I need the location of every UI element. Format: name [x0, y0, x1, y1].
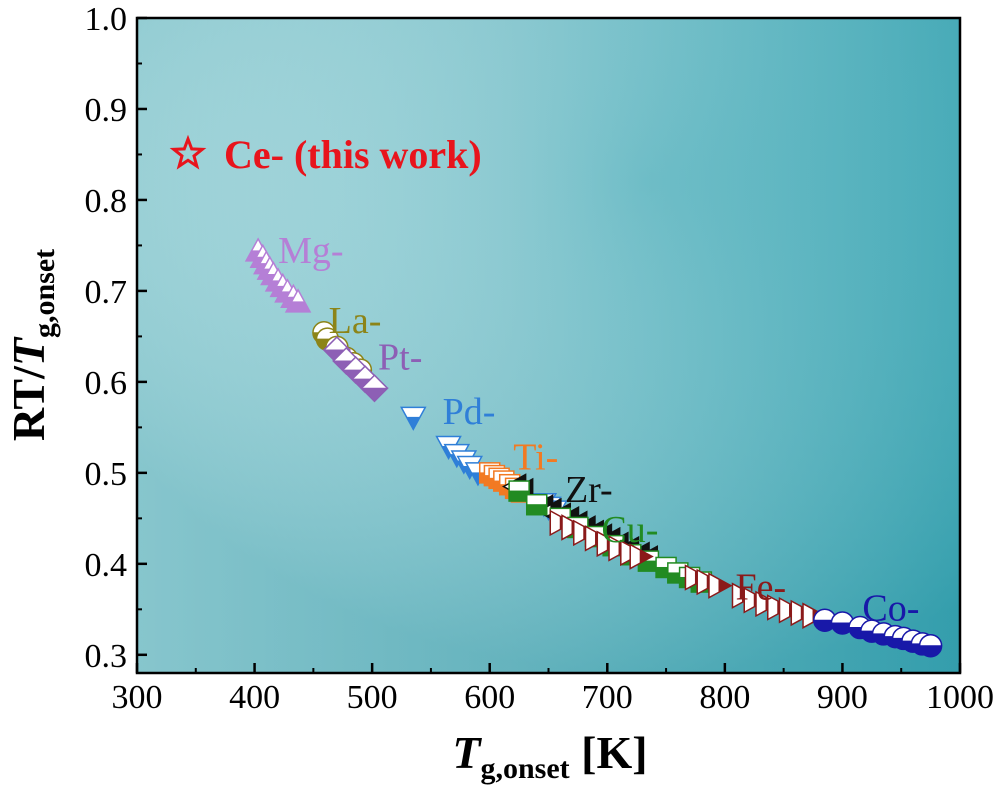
legend-this-work-label: Ce- (this work): [224, 132, 482, 177]
series-label-ti: Ti-: [513, 436, 558, 478]
y-tick-label: 0.5: [85, 456, 128, 493]
y-tick-label: 1.0: [85, 1, 128, 38]
this-work-legend: Ce- (this work): [169, 132, 482, 177]
point-cu: [525, 493, 548, 516]
point-mg: [284, 288, 312, 313]
series-label-la: La-: [329, 300, 382, 342]
point-co: [830, 611, 855, 635]
series-label-cu: Cu-: [601, 509, 658, 551]
plot-background-shade: [137, 18, 960, 673]
y-tick-label: 0.4: [85, 547, 128, 584]
x-tick-label: 1000: [926, 679, 994, 716]
x-tick-label: 600: [464, 679, 515, 716]
series-label-fe: Fe-: [735, 566, 786, 608]
x-tick-label: 300: [112, 679, 163, 716]
x-tick-label: 900: [817, 679, 868, 716]
x-axis: 300 400 500 600 700 800 900 1000: [112, 663, 994, 716]
point-fe: [708, 572, 733, 599]
point-cu: [508, 480, 530, 502]
point-pt: [360, 374, 389, 403]
y-axis-label: RT/Tg,onset: [3, 249, 61, 441]
x-tick-label: 800: [699, 679, 750, 716]
x-axis-label: Tg,onset [K]: [452, 727, 647, 785]
series-label-pd: Pd-: [443, 391, 496, 433]
y-axis: 0.3 0.4 0.5 0.6 0.7 0.8 0.9 1.0: [85, 1, 147, 675]
point-pd: [400, 406, 427, 431]
y-tick-label: 0.6: [85, 365, 128, 402]
y-tick-label: 0.8: [85, 183, 128, 220]
series-label-co: Co-: [862, 587, 919, 629]
series-label-mg: Mg-: [278, 230, 343, 272]
star-icon: [169, 134, 207, 170]
point-co: [918, 633, 943, 658]
y-tick-label: 0.9: [85, 92, 128, 129]
x-tick-label: 400: [229, 679, 280, 716]
y-tick-label: 0.3: [85, 638, 128, 675]
series-label-pt: Pt-: [378, 336, 422, 378]
x-tick-label: 500: [347, 679, 398, 716]
series-label-zr: Zr-: [565, 469, 613, 511]
x-tick-label: 700: [582, 679, 633, 716]
series-labels: Mg- La-Pt- Pd- Ti-Zr-Cu- Fe- Co-: [278, 230, 919, 630]
point-fe: [629, 543, 654, 570]
data-marks: [244, 237, 943, 658]
y-tick-label: 0.7: [85, 274, 128, 311]
